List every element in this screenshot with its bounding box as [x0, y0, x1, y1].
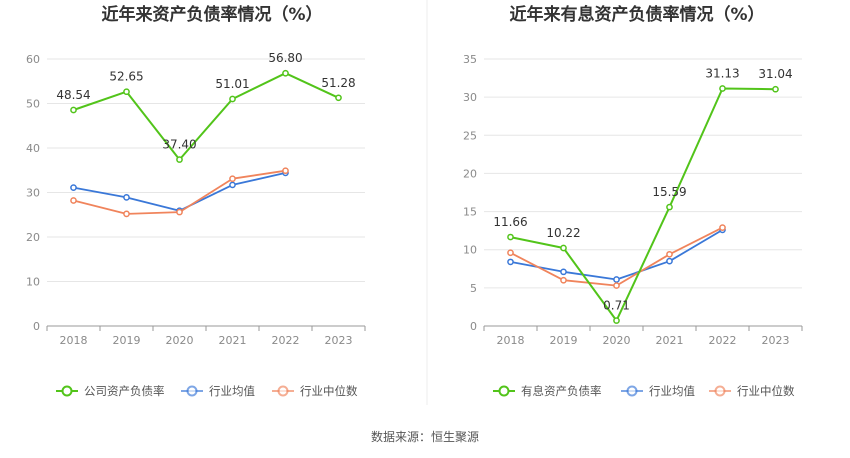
y-tick-label: 60 [26, 53, 40, 66]
x-tick-label: 2018 [60, 334, 88, 347]
x-tick-label: 2023 [762, 334, 790, 347]
x-tick-label: 2019 [550, 334, 578, 347]
main-series-point [666, 203, 673, 211]
y-tick-label: 25 [463, 129, 477, 142]
x-tick-label: 2022 [709, 334, 737, 347]
industry-mean-series-line [73, 172, 286, 212]
data-label: 11.66 [493, 215, 527, 229]
y-tick-label: 0 [470, 320, 477, 333]
main-series-point [282, 69, 289, 77]
y-tick-label: 10 [463, 244, 477, 257]
right-chart: 近年来有息资产负债率情况（%） 0 5 10 15 20 25 30 35 2018 2019 202… [463, 4, 803, 398]
industry-mean-series-point [229, 181, 236, 189]
main-series-point [613, 317, 620, 324]
legend-marker-icon [186, 385, 198, 397]
legend-label: 行业中位数 [737, 384, 795, 398]
y-tick-label: 5 [470, 282, 477, 295]
industry-mean-series-point [70, 184, 77, 191]
industry-mean-series-point [560, 268, 567, 276]
data-label: 48.54 [56, 88, 90, 102]
main-series-point [176, 156, 183, 163]
y-tick-label: 50 [26, 98, 40, 111]
x-tick-label: 2020 [603, 334, 631, 347]
main-series-point [507, 233, 514, 241]
main-series-point [335, 94, 342, 102]
industry-median-series-point [282, 167, 289, 175]
data-label: 0.71 [603, 299, 630, 313]
data-label: 31.04 [758, 67, 792, 81]
data-label: 31.13 [705, 67, 739, 81]
data-label: 15.59 [652, 185, 686, 199]
main-series-point [560, 244, 567, 252]
x-tick-label: 2019 [113, 334, 141, 347]
industry-median-series-point [560, 276, 567, 284]
industry-median-series-point [666, 250, 673, 258]
x-tick-label: 2018 [497, 334, 525, 347]
legend-marker-icon [626, 385, 638, 397]
y-tick-label: 10 [26, 276, 40, 289]
chart-title: 近年来资产负债率情况（%） [101, 4, 322, 25]
left-chart: 近年来资产负债率情况（%） 0 10 20 30 40 50 60 2018 2019 2020 20… [26, 4, 366, 398]
main-series-point [70, 106, 77, 114]
x-tick-label: 2021 [219, 334, 247, 347]
chart-title: 近年来有息资产负债率情况（%） [509, 4, 764, 25]
industry-median-series-point [229, 175, 236, 183]
industry-median-series-point [719, 224, 726, 231]
y-tick-label: 30 [463, 91, 477, 104]
data-label: 56.80 [268, 51, 302, 65]
legend-marker-icon [277, 385, 289, 397]
main-series-line [73, 72, 339, 161]
industry-mean-series-point [123, 194, 130, 201]
legend-label: 行业均值 [209, 384, 255, 398]
data-source-text: 数据来源：恒生聚源 [371, 429, 479, 444]
main-series-point [719, 85, 726, 92]
industry-median-series-point [507, 249, 514, 257]
x-tick-label: 2021 [656, 334, 684, 347]
industry-mean-series-point [613, 276, 620, 283]
y-tick-label: 20 [26, 231, 40, 244]
industry-median-series-point [70, 197, 77, 204]
y-tick-label: 35 [463, 53, 477, 66]
x-tick-label: 2023 [325, 334, 353, 347]
data-label: 51.28 [321, 76, 355, 90]
x-tick-label: 2020 [166, 334, 194, 347]
legend-marker-icon [498, 385, 510, 397]
industry-median-series-point [613, 282, 620, 289]
industry-mean-series-point [666, 257, 673, 265]
y-tick-label: 20 [463, 167, 477, 180]
legend-label: 行业均值 [649, 384, 695, 398]
industry-mean-series-point [507, 258, 514, 266]
industry-mean-series-line [510, 229, 723, 281]
main-series-line [510, 87, 776, 322]
data-label: 51.01 [215, 77, 249, 91]
data-label: 37.40 [162, 138, 196, 152]
legend-label: 公司资产负债率 [84, 384, 165, 398]
industry-median-series-point [123, 210, 130, 218]
y-tick-label: 0 [33, 320, 40, 333]
main-series-point [229, 95, 236, 103]
data-label: 52.65 [109, 70, 143, 84]
data-label: 10.22 [546, 226, 580, 240]
legend-marker-icon [61, 385, 73, 397]
main-series-point [772, 85, 779, 93]
y-tick-label: 15 [463, 206, 477, 219]
legend-label: 行业中位数 [300, 384, 358, 398]
legend-marker-icon [714, 385, 726, 397]
y-tick-label: 40 [26, 142, 40, 155]
y-tick-label: 30 [26, 187, 40, 200]
legend-label: 有息资产负债率 [521, 384, 602, 398]
industry-median-series-point [176, 208, 183, 216]
main-series-point [123, 88, 130, 96]
x-tick-label: 2022 [272, 334, 300, 347]
